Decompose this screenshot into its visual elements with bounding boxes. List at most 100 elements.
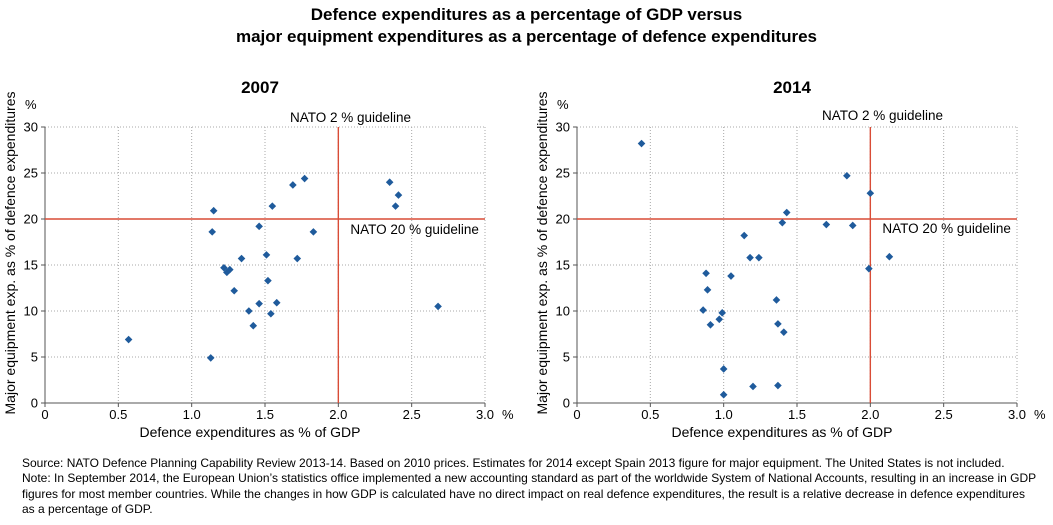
data-point: [866, 189, 875, 198]
data-point: [718, 309, 726, 317]
data-point: [848, 221, 857, 230]
data-point: [782, 208, 791, 217]
data-point: [226, 265, 234, 274]
data-point: [209, 206, 218, 215]
data-point: [740, 231, 748, 240]
figure-title: Defence expenditures as a percentage of …: [0, 4, 1053, 48]
data-point: [262, 251, 271, 259]
guideline-y-label: NATO 20 % guideline: [350, 222, 479, 237]
data-point: [778, 218, 787, 227]
data-point: [719, 365, 728, 373]
x-tick-label: 0.5: [641, 407, 659, 422]
data-point: [124, 335, 133, 344]
data-point: [385, 178, 394, 186]
data-point: [300, 174, 309, 183]
x-unit-label: %: [502, 407, 514, 422]
y-tick-label: 30: [24, 120, 38, 135]
note-text: Note: In September 2014, the European Un…: [22, 471, 1036, 517]
data-point: [394, 191, 403, 199]
data-point: [774, 381, 782, 390]
data-point: [434, 302, 442, 311]
scatter-chart-2007: 2007 0 0.5 1.0 1.5 2.0 2.5 3.0 0 5 10 15 20 25 30%% Def…: [2, 78, 514, 440]
y-tick-label: 15: [556, 258, 570, 273]
x-tick-label: 1.5: [788, 407, 806, 422]
data-point: [230, 286, 238, 295]
data-point: [703, 286, 712, 294]
y-unit-label: %: [25, 97, 37, 112]
data-point: [309, 228, 318, 236]
y-unit-label: %: [557, 97, 569, 112]
y-tick-label: 20: [24, 212, 38, 227]
y-tick-label: 0: [31, 396, 38, 411]
y-axis-title: Major equipment exp. as % of defence exp…: [2, 92, 18, 415]
y-tick-label: 30: [556, 120, 570, 135]
data-point: [715, 315, 724, 324]
data-point: [237, 254, 246, 263]
y-tick-label: 0: [563, 396, 570, 411]
data-point: [206, 354, 215, 362]
x-unit-label: %: [1034, 407, 1046, 422]
figure-title-line2: major equipment expenditures as a percen…: [235, 27, 817, 46]
y-tick-label: 5: [563, 350, 570, 365]
data-point: [772, 296, 781, 304]
source-note: Source: NATO Defence Planning Capability…: [22, 456, 1037, 518]
guideline-x-label: NATO 2 % guideline: [290, 110, 411, 125]
guideline-x-label: NATO 2 % guideline: [822, 108, 943, 123]
x-tick-label: 3.0: [476, 407, 494, 422]
data-point: [268, 202, 277, 210]
data-point: [208, 228, 216, 236]
data-point: [255, 299, 263, 308]
x-tick-label: 1.5: [256, 407, 274, 422]
data-point: [774, 320, 782, 328]
data-point: [822, 220, 831, 229]
data-point: [755, 253, 763, 262]
data-point: [699, 306, 707, 314]
data-point: [267, 309, 275, 318]
chart-panel-2014: 2014 0 0.5 1.0 1.5 2.0 2.5 3.0 0 5 10 15 20 25 30%% Def…: [532, 70, 1053, 450]
chart-panel-2007: 2007 0 0.5 1.0 1.5 2.0 2.5 3.0 0 5 10 15 20 25 30%% Def…: [0, 70, 526, 450]
x-tick-label: 0: [41, 407, 48, 422]
y-tick-label: 10: [556, 304, 570, 319]
y-axis-title: Major equipment exp. as % of defence exp…: [534, 92, 550, 415]
figure-title-line1: Defence expenditures as a percentage of …: [310, 5, 743, 24]
x-tick-label: 2.0: [329, 407, 347, 422]
data-point: [264, 276, 272, 285]
data-point: [272, 298, 281, 307]
y-tick-label: 10: [24, 304, 38, 319]
data-point: [245, 307, 253, 315]
x-tick-label: 0.5: [109, 407, 127, 422]
y-tick-label: 25: [24, 166, 38, 181]
chart-title: 2014: [773, 78, 811, 97]
y-tick-label: 20: [556, 212, 570, 227]
x-tick-label: 3.0: [1008, 407, 1026, 422]
data-point: [746, 253, 754, 262]
data-point: [255, 222, 263, 231]
chart-title: 2007: [241, 78, 279, 97]
data-point: [637, 139, 646, 148]
y-tick-label: 15: [24, 258, 38, 273]
data-point: [749, 382, 757, 391]
scatter-chart-2014: 2014 0 0.5 1.0 1.5 2.0 2.5 3.0 0 5 10 15 20 25 30%% Def…: [534, 78, 1046, 440]
x-tick-label: 0: [573, 407, 580, 422]
data-point: [885, 252, 894, 261]
data-point: [727, 272, 735, 280]
x-tick-label: 2.5: [935, 407, 953, 422]
x-tick-label: 2.0: [861, 407, 879, 422]
data-point: [865, 264, 873, 273]
data-point: [719, 390, 728, 399]
x-tick-label: 1.0: [183, 407, 201, 422]
guideline-y-label: NATO 20 % guideline: [882, 221, 1011, 236]
x-axis-title: Defence expenditures as % of GDP: [139, 424, 360, 440]
x-tick-label: 2.5: [403, 407, 421, 422]
data-point: [249, 321, 258, 330]
y-tick-label: 5: [31, 350, 38, 365]
data-point: [220, 263, 228, 272]
data-point: [293, 254, 302, 263]
y-tick-label: 25: [556, 166, 570, 181]
data-point: [289, 181, 297, 189]
x-axis-title: Defence expenditures as % of GDP: [671, 424, 892, 440]
source-text: Source: NATO Defence Planning Capability…: [22, 456, 1005, 470]
data-point: [780, 328, 788, 336]
data-point: [706, 321, 715, 329]
data-point: [391, 202, 400, 210]
